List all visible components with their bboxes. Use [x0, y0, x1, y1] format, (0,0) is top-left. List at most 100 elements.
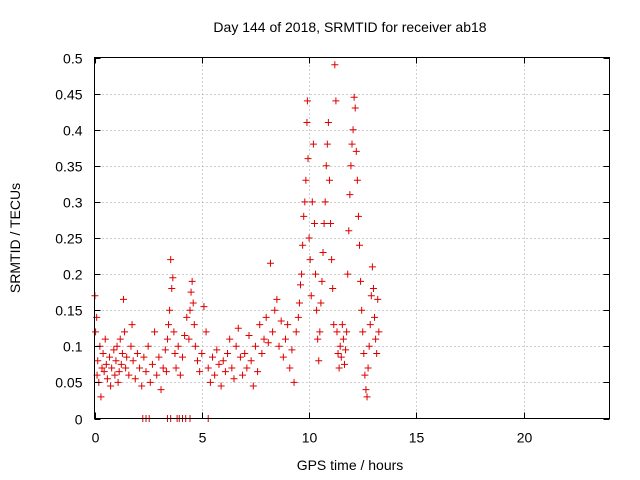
data-point [219, 357, 227, 365]
data-point [148, 360, 156, 368]
data-point [241, 350, 249, 358]
data-point [114, 378, 122, 386]
data-point [196, 368, 204, 376]
data-point [226, 335, 234, 343]
data-point [94, 357, 102, 365]
data-point [183, 313, 191, 321]
y-tick-label: 0 [75, 412, 83, 428]
data-point [336, 342, 344, 350]
data-point [121, 328, 129, 336]
data-point [366, 321, 374, 329]
data-point [264, 339, 272, 347]
data-point [266, 259, 274, 267]
data-point [151, 328, 159, 336]
data-point [369, 285, 377, 293]
data-point [358, 306, 366, 314]
data-point [174, 342, 182, 350]
data-point [209, 353, 217, 361]
data-point [372, 335, 380, 343]
data-point [310, 220, 318, 228]
data-point [363, 393, 371, 401]
data-point [133, 350, 141, 358]
data-points [91, 61, 383, 422]
data-point [301, 198, 309, 206]
data-point [309, 140, 317, 148]
data-point [215, 360, 223, 368]
plot-frame [94, 57, 610, 419]
data-point [178, 353, 186, 361]
data-point [312, 270, 320, 278]
data-point [320, 220, 328, 228]
axis-ticks [94, 57, 610, 420]
data-point [260, 335, 268, 343]
y-tick-label: 0.35 [55, 159, 82, 175]
y-tick-label: 0.2 [63, 267, 83, 283]
data-point [346, 191, 354, 199]
data-point [172, 364, 180, 372]
data-point [292, 328, 300, 336]
data-point [297, 281, 304, 289]
data-point [321, 198, 329, 206]
data-point [302, 176, 310, 184]
data-point [245, 331, 253, 339]
data-point [277, 317, 285, 325]
data-point [300, 212, 308, 220]
data-point [335, 364, 343, 372]
y-tick-label: 0.25 [55, 231, 82, 247]
data-point [113, 342, 121, 350]
data-point [337, 353, 345, 361]
data-point [368, 263, 376, 271]
data-point [119, 295, 127, 303]
y-tick-label: 0.05 [55, 375, 82, 391]
data-point [230, 375, 238, 383]
data-point [345, 227, 353, 235]
data-point [118, 350, 126, 358]
y-tick-label: 0.4 [63, 123, 83, 139]
y-tick-label: 0.5 [63, 51, 83, 67]
data-point [131, 375, 139, 383]
data-point [98, 364, 106, 372]
data-point [140, 353, 148, 361]
data-point [365, 342, 373, 350]
data-point [373, 350, 381, 358]
data-point [273, 295, 281, 303]
data-point [361, 371, 369, 379]
data-point [234, 324, 242, 332]
data-point [142, 368, 150, 376]
data-point [111, 371, 119, 379]
data-point [284, 321, 292, 329]
data-point [103, 375, 111, 383]
data-point [299, 241, 307, 249]
data-point [102, 360, 110, 368]
data-point [176, 371, 184, 379]
data-point [168, 285, 176, 293]
data-point [322, 162, 330, 170]
data-point [279, 353, 287, 361]
data-point [236, 353, 244, 361]
data-point [350, 93, 358, 101]
data-point [198, 350, 206, 358]
data-point [258, 350, 266, 358]
data-point [163, 335, 171, 343]
data-point [353, 176, 361, 184]
data-point [329, 285, 337, 293]
data-point [334, 350, 342, 358]
data-point [171, 350, 179, 358]
data-point [319, 248, 327, 256]
data-point [357, 277, 365, 285]
data-point [342, 346, 350, 354]
data-point [100, 368, 108, 376]
data-point [306, 256, 314, 264]
data-point [344, 270, 352, 278]
data-point [354, 212, 362, 220]
data-point [303, 97, 311, 105]
data-point [92, 328, 100, 336]
data-point [317, 299, 325, 307]
data-point [324, 118, 332, 126]
data-point [202, 328, 210, 336]
data-point [303, 118, 311, 126]
data-point [122, 364, 130, 372]
data-point [232, 342, 240, 350]
data-point [194, 357, 201, 365]
